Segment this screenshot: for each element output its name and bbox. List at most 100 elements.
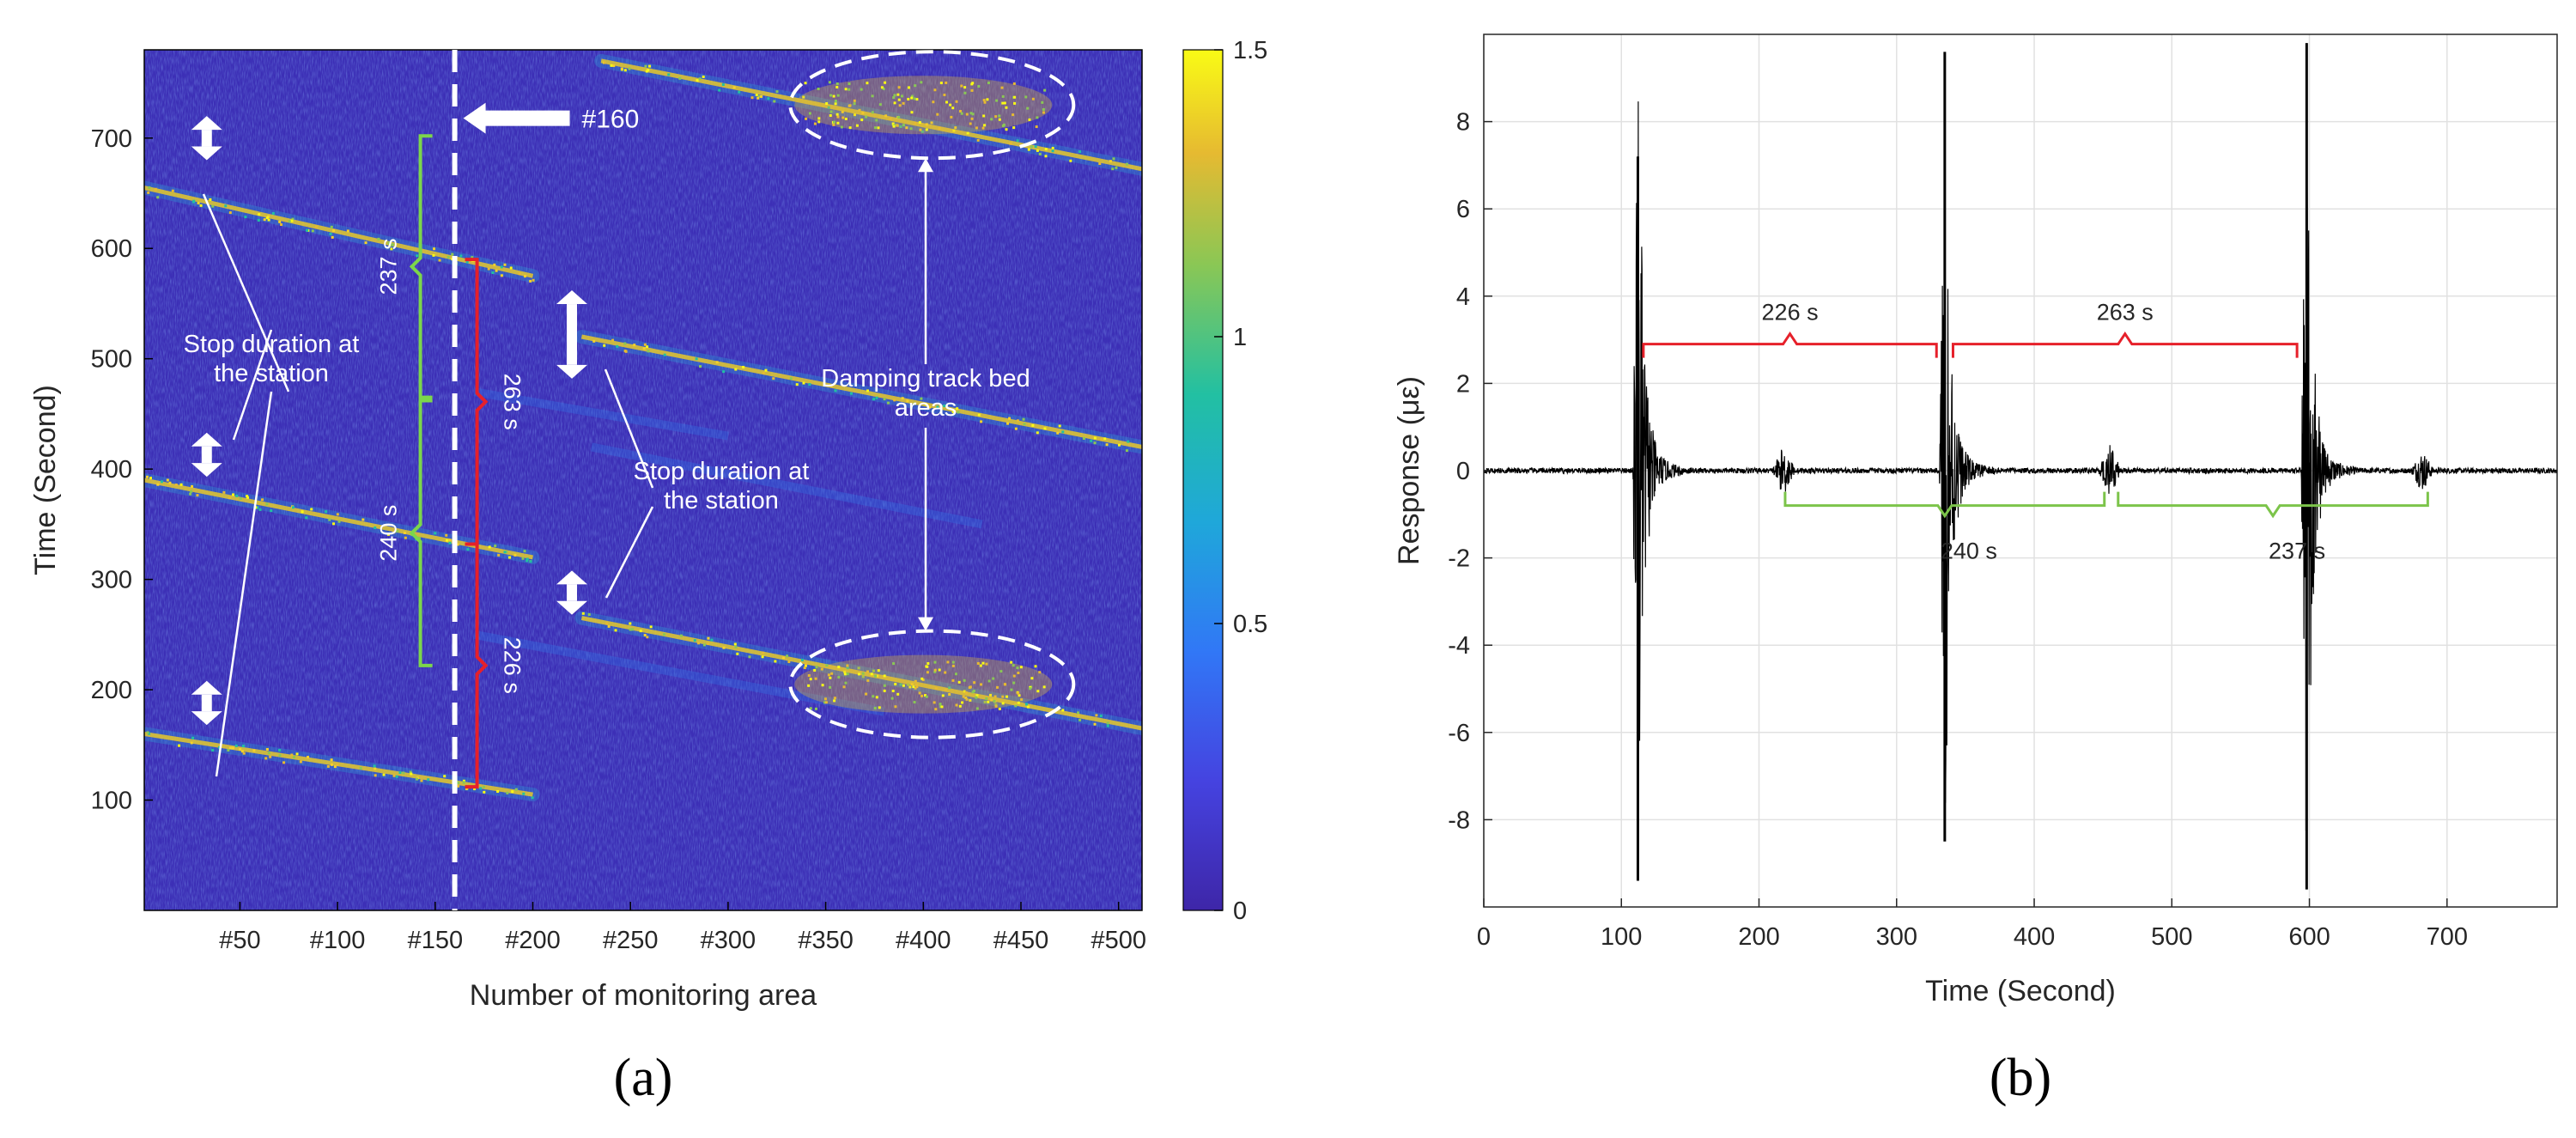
track-speckle (496, 790, 500, 794)
track-speckle (925, 123, 928, 126)
damping-speckle (933, 660, 937, 664)
damping-speckle (1036, 116, 1039, 119)
stop-arrow-head-up (191, 116, 222, 131)
damping-speckle (1042, 111, 1045, 114)
track-speckle (623, 342, 627, 345)
damping-speckle (918, 121, 921, 125)
track-speckle (616, 344, 619, 348)
track-speckle (875, 396, 878, 399)
track-speckle (702, 75, 705, 78)
track-speckle (762, 371, 765, 374)
track-speckle (471, 256, 474, 259)
track-speckle (1058, 424, 1061, 428)
track-speckle (387, 241, 391, 245)
green-interval-bracket (1783, 491, 2106, 519)
track-speckle (445, 533, 448, 537)
track-speckle (913, 402, 916, 405)
damping-speckle (969, 112, 973, 115)
track-speckle (451, 253, 454, 256)
track-speckle (244, 216, 247, 219)
track-speckle (403, 531, 406, 534)
damping-speckle (996, 685, 999, 689)
x-tick-label: 0 (1477, 923, 1491, 951)
damping-speckle (827, 673, 830, 677)
track-speckle (466, 548, 470, 551)
track-speckle (523, 275, 526, 278)
track-speckle (761, 651, 764, 654)
damping-speckle (846, 672, 849, 676)
track-speckle (802, 95, 805, 99)
stop-arrow-shaft (201, 130, 212, 147)
track-speckle (252, 749, 256, 752)
track-speckle (432, 253, 435, 257)
damping-speckle (961, 701, 964, 704)
annotation-leader (605, 506, 654, 599)
track-speckle (734, 645, 738, 648)
track-speckle (278, 220, 282, 223)
track-speckle (227, 748, 230, 752)
track-speckle (1036, 149, 1039, 152)
track-speckle (624, 350, 628, 353)
track-speckle (761, 655, 764, 659)
damping-speckle (994, 115, 998, 119)
stop-arrow-head-up (556, 290, 587, 305)
damping-speckle (1003, 683, 1006, 686)
damping-speckle (835, 82, 839, 85)
damping-speckle (1030, 677, 1034, 680)
damping-speckle (892, 125, 896, 128)
track-speckle (503, 263, 507, 266)
damping-speckle (975, 126, 978, 130)
colorbar-tick-label: 1.5 (1233, 37, 1267, 64)
green-interval-bracket (409, 134, 433, 399)
damping-speckle (902, 101, 905, 105)
track-speckle (416, 254, 419, 258)
damping-speckle (820, 667, 823, 671)
track-speckle (330, 758, 333, 762)
green-interval-label: 237 s (2269, 539, 2325, 564)
track-speckle (964, 697, 968, 700)
track-speckle (494, 545, 497, 548)
damping-speckle (977, 84, 981, 88)
track-speckle (876, 674, 879, 678)
damping-speckle (1013, 101, 1017, 105)
damping-speckle (1017, 701, 1020, 704)
track-speckle (605, 622, 609, 625)
track-speckle (1078, 150, 1082, 154)
damping-speckle (832, 94, 835, 98)
damping-speckle (817, 120, 821, 124)
y-tick-label: 8 (1456, 109, 1470, 137)
damping-speckle (1043, 88, 1047, 92)
track-speckle (966, 131, 969, 135)
track-speckle (246, 496, 250, 499)
track-speckle (148, 186, 151, 189)
track-speckle (1009, 142, 1012, 145)
stop-duration-label-mid: Stop duration at (634, 458, 810, 485)
damping-speckle (1034, 665, 1037, 668)
damping-speckle (877, 126, 880, 130)
damping-speckle (860, 119, 864, 122)
track-speckle (990, 698, 993, 702)
damping-speckle (993, 700, 996, 703)
track-speckle (434, 532, 437, 535)
track-speckle (374, 774, 377, 777)
track-speckle (969, 698, 972, 702)
damping-speckle (848, 104, 852, 107)
damping-speckle (914, 84, 917, 88)
track-speckle (224, 204, 228, 208)
damping-speckle (829, 110, 833, 113)
track-speckle (695, 357, 698, 361)
stop-arrow-head-down (191, 463, 222, 478)
track-speckle (447, 255, 450, 259)
track-speckle (336, 513, 339, 516)
x-tick-label: #50 (219, 927, 260, 954)
track-speckle (1016, 139, 1019, 143)
track-speckle (983, 700, 987, 703)
track-speckle (386, 532, 390, 536)
damping-speckle (877, 669, 880, 672)
track-speckle (264, 757, 268, 760)
green-interval-bracket (2117, 491, 2429, 519)
track-speckle (239, 496, 242, 500)
x-tick-label: #450 (993, 927, 1049, 954)
damping-speckle (1028, 118, 1031, 121)
track-speckle (786, 654, 789, 658)
